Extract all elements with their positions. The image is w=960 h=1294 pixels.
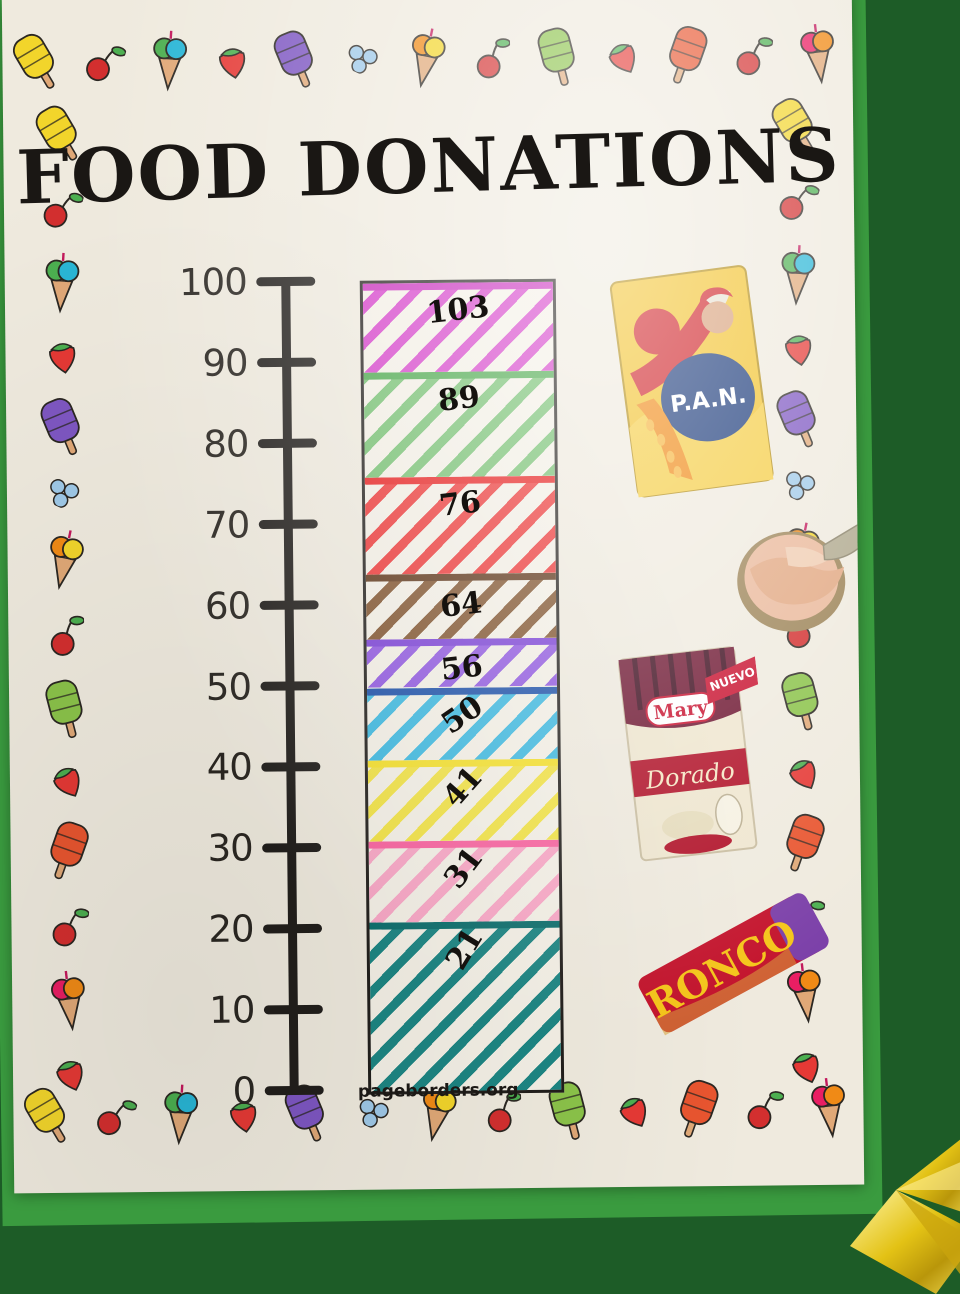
y-axis-tick-labels: 100 90 80 70 60 50 40 30 20 10 0 [155,260,256,1112]
y-tick-label-40: 40 [206,745,253,790]
product-photo-tuna [737,517,865,632]
popsicle-icon [50,821,89,880]
blueberries-icon [348,44,378,74]
bar-segment-41: 41 [367,758,559,842]
bar-segment-21: 21 [369,920,562,1093]
popsicle-icon [45,679,83,739]
ice-cream-cone-icon [50,530,84,590]
ice-cream-cone-icon [411,28,446,89]
cherry-icon [476,38,512,79]
blueberries-icon [50,478,80,508]
y-tick-label-50: 50 [205,664,252,709]
bar-segment-89: 89 [363,370,555,478]
y-tick-label-80: 80 [203,422,249,466]
cherry-icon [50,615,85,656]
strawberry-icon [784,335,812,367]
border-clipart-top [2,0,853,122]
y-axis-ruler [256,276,324,1096]
bar-segment-50: 50 [367,686,558,761]
cherry-icon [86,46,127,82]
gold-foil-bow [850,1139,960,1294]
y-tick-label-20: 20 [208,907,254,952]
bar-segment-76: 76 [364,475,556,575]
ice-cream-cone-icon [51,970,85,1032]
popsicle-icon [13,33,55,89]
strawberry-icon [789,760,816,790]
strawberry-icon [48,343,76,375]
popsicle-icon [40,397,80,455]
y-tick-mark-50 [260,681,320,691]
bar-segment-56: 56 [366,637,557,689]
blueberries-icon [786,471,816,500]
popsicle-icon [776,389,816,447]
product-photo-rice: Mary NUEVO Dorado [618,646,759,862]
ice-cream-cone-icon [799,23,834,85]
y-tick-mark-30 [262,843,322,853]
product-photo-pan: P.A.N. [609,265,774,498]
bar-segment-31: 31 [368,839,560,923]
y-tick-mark-60 [259,600,319,610]
y-tick-mark-90 [257,357,317,368]
popsicle-icon [781,672,819,731]
page-title: FOOD DONATIONS [3,113,854,224]
y-tick-label-30: 30 [207,826,253,871]
product-photo-ronco: RONCO [638,893,829,1036]
svg-text:FOOD DONATIONS: FOOD DONATIONS [15,113,841,222]
stacked-bar-box: 21 31 41 50 56 64 76 89 103 [359,278,565,1095]
y-tick-label-70: 70 [203,503,250,547]
y-tick-label-60: 60 [204,584,251,628]
popsicle-icon [669,25,708,84]
cherry-icon [736,37,775,76]
cherry-icon [52,907,90,946]
y-tick-mark-70 [258,519,318,529]
y-tick-mark-10 [263,1004,323,1015]
strawberry-icon [608,44,635,73]
ice-cream-cone-icon [781,245,816,307]
y-tick-mark-40 [261,762,321,772]
bar-segment-103: 103 [362,281,554,373]
donation-chart: 100 90 80 70 60 50 40 30 20 10 0 21 31 41 50 56 64 76 89 1… [155,260,594,1124]
strawberry-icon [53,768,80,798]
ice-cream-cone-icon [152,30,187,92]
y-tick-label-10: 10 [209,988,255,1032]
popsicle-icon [274,30,314,88]
y-tick-mark-100 [256,276,316,287]
y-tick-label-90: 90 [202,341,248,385]
y-tick-mark-20 [263,923,323,934]
title-text: FOOD DONATIONS [15,113,841,222]
poster-paper: FOOD DONATIONS 100 90 80 70 60 50 40 30 20 10 0 21… [1,0,865,1194]
ice-cream-cone-icon [45,253,80,314]
y-tick-label-100: 100 [178,260,247,305]
strawberry-icon [218,48,246,79]
popsicle-icon [537,27,575,86]
bar-segment-64: 64 [365,572,557,640]
y-tick-mark-80 [257,438,317,449]
border-clipart-left [5,92,126,1103]
